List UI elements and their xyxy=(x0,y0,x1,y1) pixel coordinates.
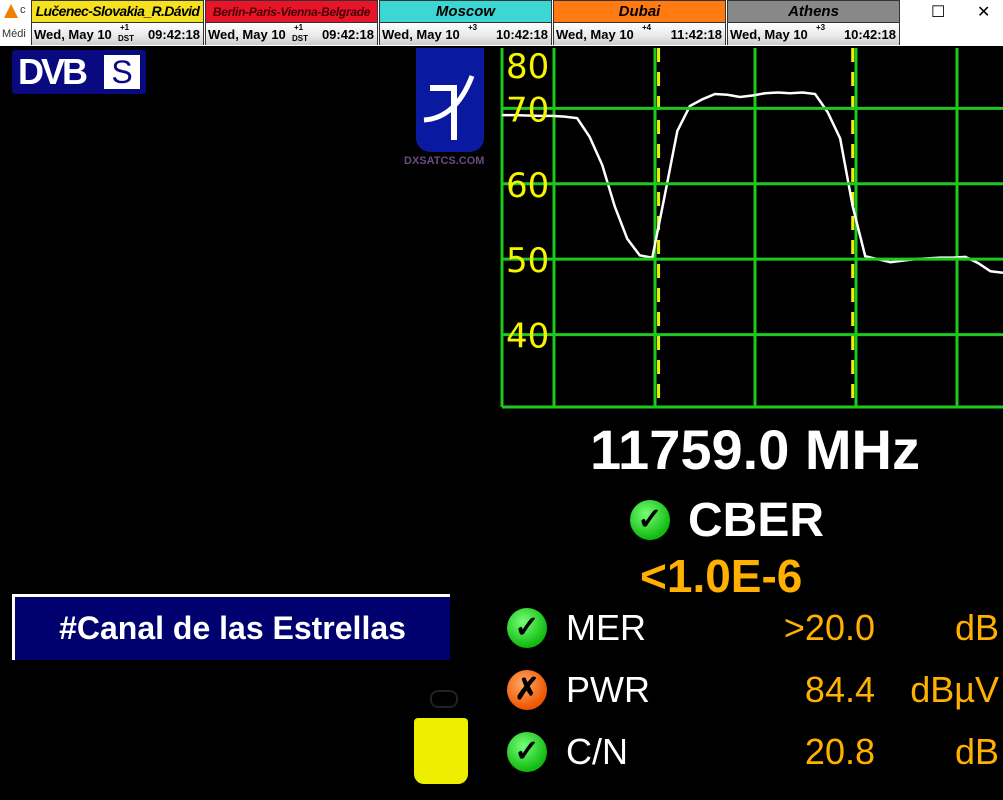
clock-date: Wed, May 10 xyxy=(730,27,808,42)
check-icon: ✓ xyxy=(507,732,547,772)
clock-time-row: Wed, May 10 +3 10:42:18 xyxy=(380,23,551,45)
measurement-label: PWR xyxy=(566,669,650,710)
check-icon: ✓ xyxy=(507,608,547,648)
clock-city: Athens xyxy=(788,3,839,20)
cber-status-check-icon: ✓ xyxy=(630,500,670,540)
measurement-label: MER xyxy=(566,607,646,648)
clock-time-row: Wed, May 10 +1 DST 09:42:18 xyxy=(32,23,203,45)
clock-time-row: Wed, May 10 +4 11:42:18 xyxy=(554,23,725,45)
close-button[interactable]: ✕ xyxy=(977,4,991,21)
clock-city-cell: Dubai xyxy=(554,1,725,23)
menu-fragment[interactable]: Médi xyxy=(2,28,26,40)
clock-date: Wed, May 10 xyxy=(556,27,634,42)
clock-hms: 10:42:18 xyxy=(843,27,896,42)
world-clock-3: Dubai Wed, May 10 +4 11:42:18 xyxy=(553,0,726,45)
clock-city-cell: Berlin-Paris-Vienna-Belgrade xyxy=(206,1,377,23)
clock-date: Wed, May 10 xyxy=(34,27,112,42)
clock-dst: DST xyxy=(118,34,134,43)
measurement-value: 84.4 xyxy=(804,669,875,710)
measurement-unit: dBµV xyxy=(910,669,999,710)
battery-icon xyxy=(414,718,468,784)
frequency-readout: 11759.0 MHz xyxy=(590,418,920,481)
clock-city-cell: Moscow xyxy=(380,1,551,23)
cber-label: CBER xyxy=(688,494,825,547)
measurement-unit: dB xyxy=(954,731,999,772)
y-tick-label: 50 xyxy=(506,241,549,281)
clock-offset: +4 xyxy=(642,23,652,32)
battery-cap xyxy=(430,690,458,708)
maximize-button[interactable]: ☐ xyxy=(931,4,946,21)
measurement-unit: dB xyxy=(954,607,999,648)
clock-city: Dubai xyxy=(618,3,661,20)
clock-dst: DST xyxy=(292,34,308,43)
clock-city-cell: Lučenec-Slovakia_R.Dávid xyxy=(32,1,203,23)
clock-time-row: Wed, May 10 +1 DST 09:42:18 xyxy=(206,23,377,45)
y-tick-label: 80 xyxy=(506,47,549,87)
clock-time-row: Wed, May 10 +3 10:42:18 xyxy=(728,23,899,45)
vlc-icon xyxy=(4,4,18,18)
clock-city: Berlin-Paris-Vienna-Belgrade xyxy=(212,5,371,19)
world-clock-1: Berlin-Paris-Vienna-Belgrade Wed, May 10… xyxy=(205,0,378,45)
clock-hms: 09:42:18 xyxy=(321,27,374,42)
clock-hms: 11:42:18 xyxy=(670,27,722,42)
clock-city: Lučenec-Slovakia_R.Dávid xyxy=(35,3,200,19)
y-tick-label: 40 xyxy=(506,317,549,357)
clock-hms: 09:42:18 xyxy=(147,27,200,42)
measurement-label: C/N xyxy=(566,731,628,772)
fail-x-icon: ✗ xyxy=(507,670,547,710)
clock-city: Moscow xyxy=(435,3,496,20)
measurement-value: >20.0 xyxy=(783,607,875,648)
clock-offset: +1 xyxy=(294,23,304,32)
y-tick-label: 60 xyxy=(506,166,549,206)
clock-toolbar: c Médi Lučenec-Slovakia_R.Dávid Wed, May… xyxy=(0,0,1003,46)
clock-offset: +3 xyxy=(816,23,826,32)
window-title-fragment: c xyxy=(20,4,26,16)
clock-city-cell: Athens xyxy=(728,1,899,23)
y-tick-label: 70 xyxy=(506,90,549,130)
watermark: DXSATCS.COM xyxy=(404,155,485,167)
measurement-value: 20.8 xyxy=(804,731,875,772)
clock-date: Wed, May 10 xyxy=(208,27,286,42)
dish-icon xyxy=(416,48,484,152)
world-clock-2: Moscow Wed, May 10 +3 10:42:18 xyxy=(379,0,552,45)
world-clock-0: Lučenec-Slovakia_R.Dávid Wed, May 10 +1 … xyxy=(31,0,204,45)
clock-offset: +1 xyxy=(120,23,130,32)
clock-date: Wed, May 10 xyxy=(382,27,460,42)
channel-name: #Canal de las Estrellas xyxy=(12,594,450,660)
cber-value: <1.0E-6 xyxy=(640,550,803,602)
dvb-s-logo: DVB S xyxy=(12,50,146,94)
dvb-logo-s: S xyxy=(104,55,140,89)
clock-hms: 10:42:18 xyxy=(495,27,548,42)
dvb-logo-text: DVB xyxy=(18,51,88,92)
clock-offset: +3 xyxy=(468,23,478,32)
world-clock-4: Athens Wed, May 10 +3 10:42:18 xyxy=(727,0,900,45)
